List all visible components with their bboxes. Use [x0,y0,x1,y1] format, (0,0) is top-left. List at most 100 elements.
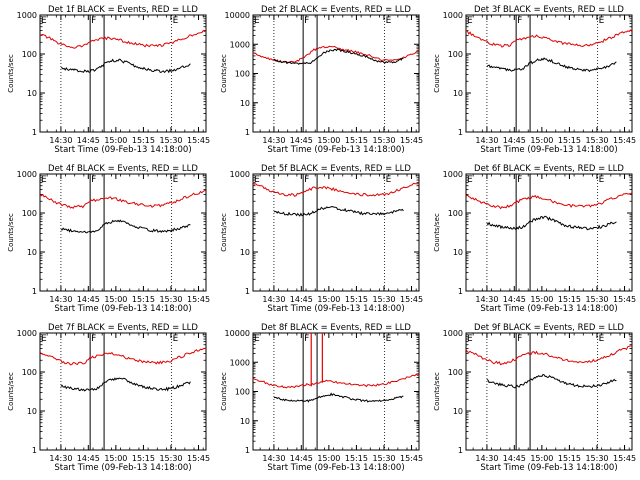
x-tick-label: 15:30 [159,136,182,145]
x-tick-label: 14:45 [290,136,313,145]
y-tick-label: 1000 [230,170,250,179]
marker-label: F [517,16,522,26]
panel-title: Det 4f BLACK = Events, RED = LLD [48,164,198,174]
marker-label: F [91,16,96,26]
marker-label: E [41,175,47,185]
y-tick-label: 1000 [443,11,463,20]
y-tick-label: 10000 [225,329,250,338]
x-tick-label: 15:45 [613,454,636,463]
x-tick-label: 15:15 [132,295,155,304]
marker-label: E [599,175,605,185]
x-tick-label: 15:00 [104,295,127,304]
marker-label: E [254,16,260,26]
x-tick-label: 14:45 [77,454,100,463]
x-tick-label: 15:30 [372,454,395,463]
x-tick-label: 15:30 [585,136,608,145]
x-tick-label: 15:15 [345,295,368,304]
x-tick-label: 15:45 [613,295,636,304]
y-tick-label: 1 [245,287,250,296]
x-tick-label: 15:45 [187,136,210,145]
x-tick-label: 14:30 [49,295,72,304]
y-tick-label: 1000 [17,11,37,20]
x-axis-label: Start Time (09-Feb-13 14:18:00) [54,145,191,155]
y-axis-label: Counts/sec [7,54,15,93]
x-tick-label: 15:00 [317,136,340,145]
marker-label: E [254,334,260,344]
y-tick-label: 100 [448,368,463,377]
x-tick-label: 15:45 [400,454,423,463]
y-tick-label: 1 [245,128,250,137]
y-tick-label: 100 [22,50,37,59]
x-axis-label: Start Time (09-Feb-13 14:18:00) [267,145,404,155]
plot-frame [465,332,633,451]
marker-label: E [386,16,392,26]
panel-title: Det 7f BLACK = Events, RED = LLD [48,323,198,333]
y-tick-label: 1 [458,128,463,137]
lld-series-line [252,373,420,389]
panel-title: Det 9f BLACK = Events, RED = LLD [474,323,624,333]
y-tick-label: 1 [458,287,463,296]
x-tick-label: 15:00 [104,136,127,145]
y-tick-label: 10000 [225,11,250,20]
panel-title: Det 6f BLACK = Events, RED = LLD [474,164,624,174]
marker-label: E [173,334,179,344]
lld-series-line [465,344,633,366]
x-tick-label: 15:00 [530,295,553,304]
y-axis-label: Counts/sec [433,372,441,411]
plot-frame [252,173,420,292]
events-series-line [273,48,404,66]
x-axis-label: Start Time (09-Feb-13 14:18:00) [267,463,404,473]
x-axis-label: Start Time (09-Feb-13 14:18:00) [480,463,617,473]
panel-title: Det 5f BLACK = Events, RED = LLD [261,164,411,174]
x-tick-label: 15:45 [613,136,636,145]
x-tick-label: 14:30 [475,136,498,145]
events-series-line [273,205,404,217]
x-tick-label: 14:45 [503,295,526,304]
x-tick-label: 14:45 [503,454,526,463]
marker-label: F [304,334,309,344]
panel-title: Det 3f BLACK = Events, RED = LLD [474,5,624,15]
marker-label: F [517,175,522,185]
events-series-line [486,215,617,231]
marker-label: E [467,175,473,185]
y-axis-label: Counts/sec [220,54,228,93]
y-tick-label: 1000 [17,170,37,179]
x-tick-label: 15:30 [372,295,395,304]
x-tick-label: 14:30 [262,136,285,145]
lld-series-line [39,347,207,366]
plot-frame [39,332,207,451]
y-tick-label: 10 [27,89,37,98]
y-tick-label: 1 [32,287,37,296]
x-tick-label: 15:00 [317,454,340,463]
y-tick-label: 100 [22,209,37,218]
y-tick-label: 100 [235,388,250,397]
x-tick-label: 14:45 [290,454,313,463]
y-tick-label: 100 [22,368,37,377]
marker-label: F [304,16,309,26]
events-series-line [486,373,617,389]
x-axis-label: Start Time (09-Feb-13 14:18:00) [267,304,404,314]
lld-series-line [39,190,207,209]
marker-label: E [599,16,605,26]
plot-frame [252,332,420,451]
lld-series-line [465,192,633,210]
lld-series-line [252,182,420,197]
x-tick-label: 15:00 [317,295,340,304]
lld-series-line [465,29,633,48]
y-tick-label: 1000 [17,329,37,338]
marker-label: F [91,175,96,185]
x-tick-label: 15:45 [400,295,423,304]
y-axis-label: Counts/sec [220,372,228,411]
panel-title: Det 1f BLACK = Events, RED = LLD [48,5,198,15]
y-tick-label: 1000 [443,170,463,179]
y-tick-label: 1 [458,446,463,455]
y-tick-label: 100 [448,209,463,218]
events-series-line [60,377,191,392]
